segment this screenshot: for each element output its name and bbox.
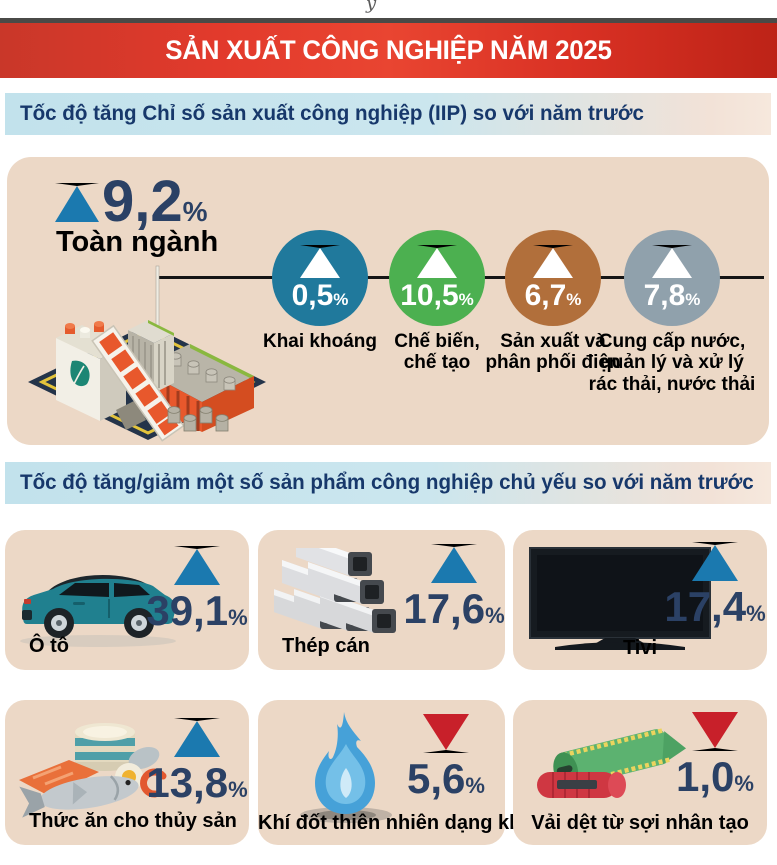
product-value: 17,4% <box>664 583 766 630</box>
product-label-tv: Tivi <box>622 637 658 659</box>
overall-value-number: 9,2 <box>102 169 183 234</box>
product-card-car: 39,1% Ô tô <box>5 530 249 670</box>
up-triangle-icon <box>692 542 738 581</box>
up-triangle-icon <box>300 245 340 278</box>
product-value: 17,6% <box>403 585 505 632</box>
sector-label-water-waste: Cung cấp nước, quản lý và xử lý rác thải… <box>588 331 756 395</box>
sector-label-manufacturing: Chế biến, chế tạo <box>394 331 480 374</box>
sector-circle-water-waste: 7,8% <box>624 230 720 326</box>
product-card-steel: 17,6% Thép cán <box>258 530 505 670</box>
up-triangle-icon <box>652 245 692 278</box>
sector-value: 7,8 <box>643 279 686 312</box>
percent-sign: % <box>465 773 485 798</box>
percent-sign: % <box>458 290 474 309</box>
top-divider <box>0 18 777 23</box>
product-value: 1,0% <box>676 753 754 800</box>
percent-sign: % <box>228 777 248 802</box>
percent-sign: % <box>333 290 349 309</box>
header-banner: SẢN XUẤT CÔNG NGHIỆP NĂM 2025 <box>0 23 777 78</box>
product-label-steel: Thép cán <box>282 635 370 657</box>
up-triangle-icon <box>533 245 573 278</box>
overall-iip-value: 9,2% <box>102 173 208 231</box>
section1-title: Tốc độ tăng Chỉ số sản xuất công nghiệp … <box>20 102 644 125</box>
up-triangle-icon <box>174 718 220 757</box>
product-card-fabric: 1,0% Vải dệt từ sợi nhân tạo <box>513 700 767 845</box>
percent-sign: % <box>734 771 754 796</box>
percent-sign: % <box>566 290 582 309</box>
sector-circle-electricity: 6,7% <box>505 230 601 326</box>
percent-sign: % <box>228 605 248 630</box>
cropped-text-fragment: y <box>366 0 377 14</box>
flame-icon <box>300 712 392 823</box>
section2-title: Tốc độ tăng/giảm một số sản phẩm công ng… <box>20 471 754 494</box>
car-icon <box>20 574 176 647</box>
sector-label-electricity: Sản xuất và phân phối điện <box>485 331 621 374</box>
factory-illustration-icon <box>28 265 266 442</box>
product-card-gas: 5,6% Khí đốt thiên nhiên dạng khí <box>258 700 527 845</box>
sector-circle-manufacturing: 10,5% <box>389 230 485 326</box>
fabric-icon <box>537 728 687 798</box>
section2-title-bar: Tốc độ tăng/giảm một số sản phẩm công ng… <box>5 462 771 504</box>
sector-value: 6,7 <box>524 279 567 312</box>
steel-icon <box>274 548 396 633</box>
percent-sign: % <box>746 601 766 626</box>
sector-value: 0,5 <box>291 279 334 312</box>
up-triangle-icon <box>174 546 220 585</box>
product-label-gas: Khí đốt thiên nhiên dạng khí <box>258 812 527 834</box>
down-triangle-icon <box>423 714 469 753</box>
product-label-fish-feed: Thức ăn cho thủy sản <box>29 810 237 832</box>
tv-icon <box>529 547 711 650</box>
section1-title-bar: Tốc độ tăng Chỉ số sản xuất công nghiệp … <box>5 93 771 135</box>
sector-value: 10,5 <box>400 279 459 312</box>
product-label-fabric: Vải dệt từ sợi nhân tạo <box>531 812 749 834</box>
page-title: SẢN XUẤT CÔNG NGHIỆP NĂM 2025 <box>165 35 612 65</box>
sector-label-mining: Khai khoáng <box>262 331 377 352</box>
down-triangle-icon <box>692 712 738 751</box>
overall-percent-sign: % <box>182 196 208 227</box>
product-label-car: Ô tô <box>29 635 69 657</box>
up-triangle-icon <box>417 245 457 278</box>
product-value: 13,8% <box>146 759 248 806</box>
sector-circle-mining: 0,5% <box>272 230 368 326</box>
overall-iip-label: Toàn ngành <box>56 226 219 258</box>
percent-sign: % <box>485 603 505 628</box>
percent-sign: % <box>685 290 701 309</box>
product-value: 39,1% <box>146 587 248 634</box>
up-triangle-icon <box>55 183 99 222</box>
fish-feed-icon <box>19 723 167 818</box>
up-triangle-icon <box>431 544 477 583</box>
product-card-fish-feed: 13,8% Thức ăn cho thủy sản <box>5 700 249 845</box>
product-value: 5,6% <box>407 755 485 802</box>
product-card-tv: 17,4% Tivi <box>513 530 767 670</box>
